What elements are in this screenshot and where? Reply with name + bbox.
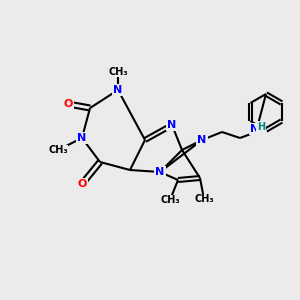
Text: N: N: [77, 133, 87, 143]
Text: N: N: [250, 124, 260, 134]
Text: O: O: [63, 99, 73, 109]
Text: N: N: [155, 167, 165, 177]
Text: H: H: [257, 122, 265, 132]
Text: N: N: [167, 120, 177, 130]
Text: CH₃: CH₃: [108, 67, 128, 77]
Text: O: O: [77, 179, 87, 189]
Text: CH₃: CH₃: [160, 195, 180, 205]
Text: N: N: [113, 85, 123, 95]
Text: N: N: [197, 135, 207, 145]
Text: CH₃: CH₃: [48, 145, 68, 155]
Text: CH₃: CH₃: [194, 194, 214, 204]
